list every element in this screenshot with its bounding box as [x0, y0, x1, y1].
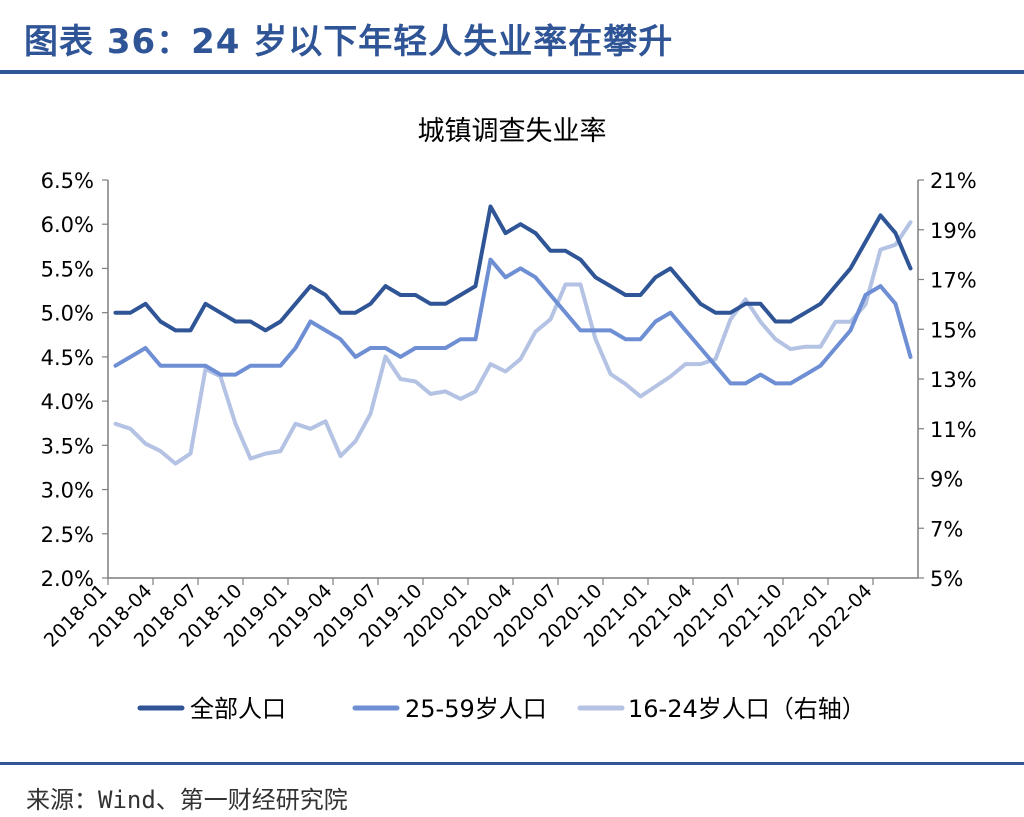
- legend: 全部人口 25-59岁人口 16-24岁人口（右轴）: [137, 695, 866, 723]
- y-right-tick-label: 9%: [930, 468, 963, 492]
- axes: 2.0% 2.5% 3.0% 3.5% 4.0% 4.5% 5.0% 5.5% 6.0% 6.5%…: [40, 169, 977, 652]
- y-left-tick-label: 2.5%: [41, 523, 94, 547]
- y-right-tick-label: 5%: [930, 567, 963, 591]
- y-right-tick-label: 15%: [930, 318, 977, 342]
- series-lines: [113, 204, 913, 466]
- y-right-tick-label: 21%: [930, 169, 977, 193]
- y-right-tick-label: 19%: [930, 219, 977, 243]
- bottom-divider: [0, 762, 1024, 765]
- legend-label-0: 全部人口: [190, 695, 286, 723]
- y-left-tick-label: 5.0%: [41, 302, 94, 326]
- y-left-tick-label: 3.5%: [41, 434, 94, 458]
- legend-label-2: 16-24岁人口（右轴）: [628, 695, 866, 723]
- series-line-1: [113, 257, 913, 386]
- y-right-tick-label: 7%: [930, 517, 963, 541]
- series-line-2: [113, 220, 913, 466]
- y-right-tick-label: 13%: [930, 368, 977, 392]
- y-left-tick-label: 4.5%: [41, 346, 94, 370]
- y-left-tick-label: 3.0%: [41, 479, 94, 503]
- y-left-tick-label: 2.0%: [41, 567, 94, 591]
- source-note: 来源：Wind、第一财经研究院: [26, 786, 348, 814]
- line-chart: 城镇调查失业率 2.0% 2.5% 3.0% 3.5% 4.0% 4.5% 5.0% 5.5%…: [40, 116, 977, 723]
- series-line-0: [113, 204, 913, 333]
- y-left-tick-label: 4.0%: [41, 390, 94, 414]
- legend-label-1: 25-59岁人口: [405, 695, 547, 723]
- y-left-tick-label: 5.5%: [41, 257, 94, 281]
- top-divider: [0, 70, 1024, 74]
- y-left-tick-label: 6.5%: [41, 169, 94, 193]
- chart-title: 城镇调查失业率: [418, 116, 607, 147]
- y-left-tick-label: 6.0%: [41, 213, 94, 237]
- figure-title: 图表 36：24 岁以下年轻人失业率在攀升: [24, 22, 674, 62]
- y-right-tick-label: 11%: [930, 418, 977, 442]
- y-right-tick-label: 17%: [930, 269, 977, 293]
